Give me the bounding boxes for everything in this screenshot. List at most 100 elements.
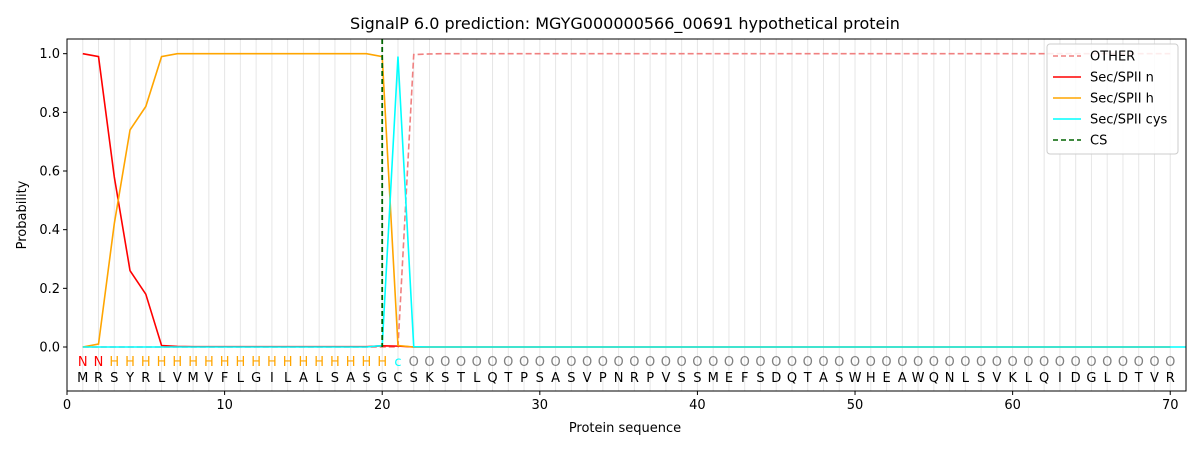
residue-36: R [630,371,639,386]
y-axis-label: Probability [15,180,30,249]
residue-18: A [346,371,355,386]
predicted-label-48: O [818,355,828,370]
residue-15: A [299,371,308,386]
predicted-label-32: O [566,355,576,370]
predicted-label-27: O [487,355,497,370]
chart-title: SignalP 6.0 prediction: MGYG000000566_00… [350,14,900,34]
predicted-label-12: H [251,355,261,370]
predicted-label-62: O [1039,355,1049,370]
residue-65: G [1086,371,1096,386]
residue-19: S [362,371,370,386]
residue-64: D [1071,371,1081,386]
residue-46: Q [787,371,797,386]
residue-31: A [551,371,560,386]
residue-47: T [803,371,812,386]
residue-52: E [882,371,890,386]
residue-45: D [771,371,781,386]
predicted-label-69: O [1149,355,1159,370]
residue-62: Q [1039,371,1049,386]
predicted-label-10: H [220,355,230,370]
residue-5: R [141,371,150,386]
predicted-label-50: O [850,355,860,370]
residue-56: N [945,371,955,386]
legend-label-sec-spii-h: Sec/SPII h [1090,92,1154,107]
residue-54: W [912,371,925,386]
predicted-label-4: H [125,355,135,370]
predicted-label-67: O [1118,355,1128,370]
residue-27: Q [487,371,497,386]
predicted-label-18: H [346,355,356,370]
predicted-label-39: O [677,355,687,370]
residue-30: S [536,371,544,386]
residue-63: I [1058,371,1062,386]
predicted-label-65: O [1086,355,1096,370]
residue-9: V [204,371,213,386]
residue-60: K [1008,371,1017,386]
predicted-label-60: O [1008,355,1018,370]
predicted-label-33: O [582,355,592,370]
sequence-letters: NMNRHSHYHRHLHVHMHVHFHLHGHIHLHAHLHSHAHSHG… [77,355,1175,386]
predicted-label-20: H [377,355,387,370]
residue-57: L [962,371,970,386]
residue-55: Q [929,371,939,386]
y-tick-label-4: 0.8 [39,106,60,121]
predicted-label-63: O [1055,355,1065,370]
residue-49: S [835,371,843,386]
residue-39: S [678,371,686,386]
predicted-label-38: O [661,355,671,370]
predicted-label-45: O [771,355,781,370]
predicted-label-68: O [1134,355,1144,370]
residue-51: H [866,371,876,386]
predicted-label-34: O [598,355,608,370]
predicted-label-3: H [109,355,119,370]
predicted-label-17: H [330,355,340,370]
residue-21: C [393,371,402,386]
residue-38: V [661,371,670,386]
predicted-label-11: H [235,355,245,370]
predicted-label-43: O [740,355,750,370]
residue-1: M [77,371,88,386]
residue-13: I [270,371,274,386]
predicted-label-24: O [440,355,450,370]
plot-frame [66,38,1187,392]
predicted-label-23: O [424,355,434,370]
series-line-sec-spii-h [82,52,1171,348]
predicted-label-31: O [550,355,560,370]
x-axis-ticks: 0 10 20 30 40 50 60 70 [63,391,1179,413]
predicted-label-6: H [157,355,167,370]
residue-22: S [410,371,418,386]
x-tick-label-0: 0 [63,398,71,413]
y-tick-label-1: 0.2 [39,282,60,297]
predicted-label-52: O [881,355,891,370]
predicted-label-64: O [1071,355,1081,370]
residue-44: S [756,371,764,386]
residue-43: F [741,371,748,386]
predicted-label-22: O [409,355,419,370]
predicted-label-29: O [519,355,529,370]
residue-67: D [1118,371,1128,386]
legend-label-other: OTHER [1090,50,1135,65]
residue-28: T [503,371,512,386]
residue-53: A [898,371,907,386]
predicted-label-66: O [1102,355,1112,370]
residue-24: S [441,371,449,386]
residue-25: T [456,371,465,386]
residue-8: M [187,371,198,386]
predicted-label-14: H [283,355,293,370]
residue-37: P [646,371,654,386]
predicted-label-41: O [708,355,718,370]
x-tick-label-30: 30 [532,398,549,413]
predicted-label-21: c [394,355,401,370]
y-axis-ticks: 0.0 0.2 0.4 0.6 0.8 1.0 [39,47,67,356]
residue-34: P [599,371,607,386]
predicted-label-58: O [976,355,986,370]
residue-48: A [819,371,828,386]
residue-23: K [425,371,434,386]
x-tick-label-70: 70 [1162,398,1179,413]
predicted-label-46: O [787,355,797,370]
legend-box [1046,43,1179,155]
predicted-label-13: H [267,355,277,370]
predicted-label-54: O [913,355,923,370]
predicted-label-9: H [204,355,214,370]
predicted-label-42: O [724,355,734,370]
